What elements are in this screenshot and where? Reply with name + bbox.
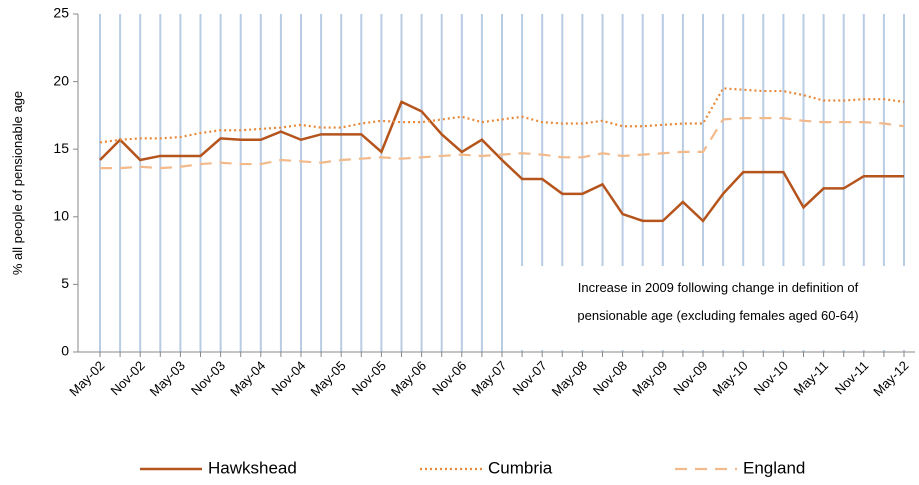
x-tick-label: Nov-05 (349, 358, 389, 398)
x-tick-label: Nov-02 (108, 358, 148, 398)
annotation: Increase in 2009 following change in def… (578, 280, 859, 295)
y-tick-label: 0 (61, 343, 69, 359)
x-tick-label: May-08 (549, 358, 590, 399)
y-tick-label: 20 (53, 72, 69, 88)
y-axis-label: % all people of pensionable age (10, 91, 25, 275)
x-tick-label: May-04 (227, 358, 268, 399)
x-tick-label: May-09 (629, 358, 670, 399)
y-tick-label: 15 (53, 140, 69, 156)
x-tick-label: Nov-07 (510, 358, 550, 398)
line-series (100, 117, 905, 170)
line-series (99, 100, 904, 223)
annotation-box (512, 266, 912, 350)
x-tick-label: Nov-06 (429, 358, 469, 398)
x-tick-label: May-03 (147, 358, 188, 399)
x-tick-label: Nov-04 (268, 358, 308, 398)
x-tick-label: May-06 (388, 358, 429, 399)
x-tick-label: May-05 (307, 358, 348, 399)
annotation: pensionable age (excluding females aged … (577, 308, 858, 323)
x-tick-label: Nov-03 (188, 358, 228, 398)
x-tick-label: May-02 (66, 358, 107, 399)
y-tick-label: 25 (53, 5, 69, 21)
x-tick-label: May-07 (468, 358, 509, 399)
x-tick-label: May-10 (709, 358, 750, 399)
legend-label: Hawkshead (208, 458, 297, 477)
x-tick-label: Nov-08 (590, 358, 630, 398)
y-tick-label: 5 (61, 275, 69, 291)
x-tick-label: Nov-09 (670, 358, 710, 398)
x-tick-label: Nov-10 (751, 358, 791, 398)
legend-label: England (743, 458, 805, 477)
y-tick-label: 10 (53, 208, 69, 224)
x-tick-label: May-11 (791, 358, 832, 399)
x-tick-label: Nov-11 (832, 358, 872, 398)
x-tick-label: May-12 (870, 358, 911, 399)
line-series (99, 87, 905, 144)
legend-label: Cumbria (488, 458, 553, 477)
